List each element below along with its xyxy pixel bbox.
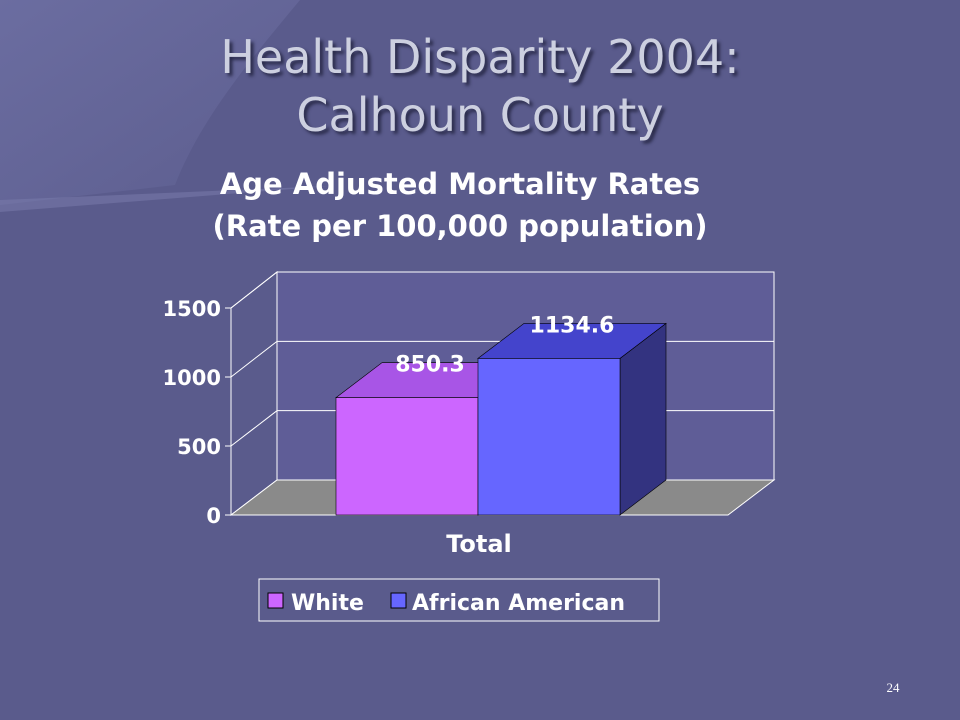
y-tick-label: 1500 bbox=[163, 297, 221, 321]
plot-side-wall bbox=[230, 270, 278, 517]
slide-title-line-1: Health Disparity 2004: bbox=[220, 30, 740, 84]
legend-swatch-white bbox=[267, 592, 284, 609]
data-label: 1134.6 bbox=[530, 313, 615, 338]
chart-title: Age Adjusted Mortality Rates bbox=[220, 167, 700, 201]
slide-title-line-2: Calhoun County bbox=[296, 88, 664, 142]
chart-legend: White African American bbox=[258, 578, 660, 622]
legend-box bbox=[258, 578, 660, 622]
x-category-label: Total bbox=[446, 530, 512, 558]
y-tick-label: 0 bbox=[206, 504, 221, 528]
y-tick-label: 500 bbox=[177, 435, 221, 459]
page-number: 24 bbox=[886, 680, 900, 695]
slide-title: Health Disparity 2004: Calhoun County bbox=[0, 28, 960, 144]
bar-front-face bbox=[335, 397, 479, 516]
bar-african-american bbox=[477, 322, 667, 516]
gridline bbox=[230, 271, 774, 309]
data-label: 850.3 bbox=[395, 353, 465, 378]
legend-label-african-american: African American bbox=[412, 591, 625, 616]
bar-front-face bbox=[477, 358, 621, 516]
legend-label-white: White bbox=[291, 591, 364, 616]
chart-subtitle: (Rate per 100,000 population) bbox=[212, 209, 707, 243]
y-tick-label: 1000 bbox=[163, 366, 221, 390]
legend-swatch-african-american bbox=[390, 592, 407, 609]
